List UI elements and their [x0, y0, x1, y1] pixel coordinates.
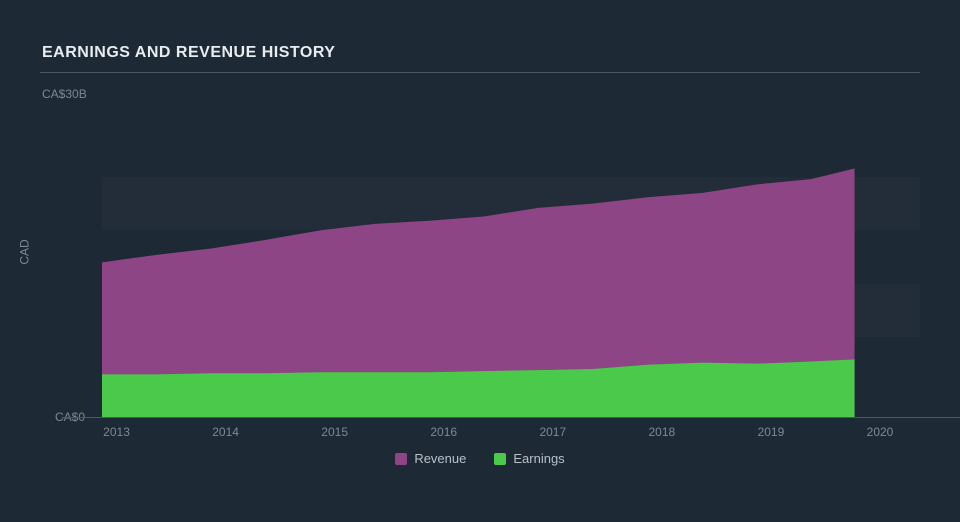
legend-swatch-earnings — [494, 453, 506, 465]
legend-swatch-revenue — [395, 453, 407, 465]
x-tick: 2017 — [539, 425, 566, 439]
legend-item-earnings: Earnings — [494, 451, 564, 466]
x-tick: 2019 — [758, 425, 785, 439]
x-tick: 2016 — [430, 425, 457, 439]
x-tick: 2013 — [103, 425, 130, 439]
x-tick: 2018 — [649, 425, 676, 439]
y-label-top: CA$30B — [42, 87, 87, 101]
title-underline — [40, 72, 920, 73]
chart-wrap: CA$30B CAD CA$0 — [40, 87, 920, 417]
legend-label-revenue: Revenue — [414, 451, 466, 466]
x-tick: 2014 — [212, 425, 239, 439]
plot-area — [102, 97, 920, 417]
x-tick: 2015 — [321, 425, 348, 439]
legend-item-revenue: Revenue — [395, 451, 466, 466]
x-axis-line — [62, 417, 960, 418]
chart-title: EARNINGS AND REVENUE HISTORY — [42, 44, 920, 62]
x-tick: 2020 — [867, 425, 894, 439]
legend: Revenue Earnings — [40, 451, 920, 466]
y-axis-label: CAD — [18, 239, 32, 264]
x-axis: 2013 2014 2015 2016 2017 2018 2019 2020 — [62, 417, 960, 437]
legend-label-earnings: Earnings — [513, 451, 564, 466]
area-svg — [102, 97, 920, 417]
